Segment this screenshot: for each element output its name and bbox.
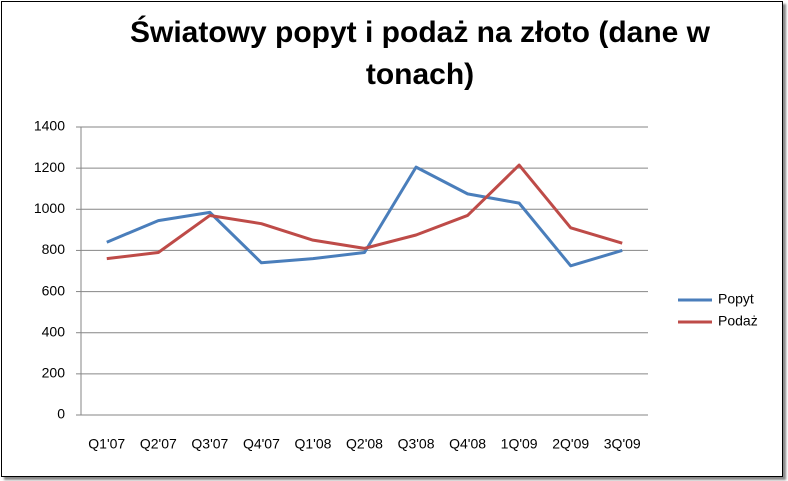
x-tick-label: 2Q'09 [552,436,589,452]
x-tick-label: Q3'08 [398,436,435,452]
x-tick-label: Q4'07 [243,436,280,452]
y-tick-label: 200 [42,365,66,381]
y-tick-label: 1400 [34,118,65,134]
x-tick-label: Q4'08 [449,436,486,452]
y-tick-label: 400 [42,323,66,339]
y-tick-label: 600 [42,282,66,298]
line-series [106,163,623,261]
legend-label: Podaż [718,313,758,329]
x-tick-label: Q2'08 [346,436,383,452]
y-tick-label: 1000 [34,200,65,216]
legend-label: Popyt [718,291,754,307]
x-tick-label: 1Q'09 [501,436,538,452]
line-series [106,165,623,268]
y-tick-label: 800 [42,241,66,257]
chart-title: Światowy popyt i podaż na złoto (dane w … [129,16,711,91]
x-tick-label: Q3'07 [191,436,228,452]
y-tick-label: 0 [57,406,65,422]
y-tick-label: 1200 [34,159,65,175]
x-tick-label: Q1'07 [88,436,125,452]
x-tick-label: 3Q'09 [604,436,641,452]
x-tick-label: Q2'07 [140,436,177,452]
x-tick-label: Q1'08 [294,436,331,452]
